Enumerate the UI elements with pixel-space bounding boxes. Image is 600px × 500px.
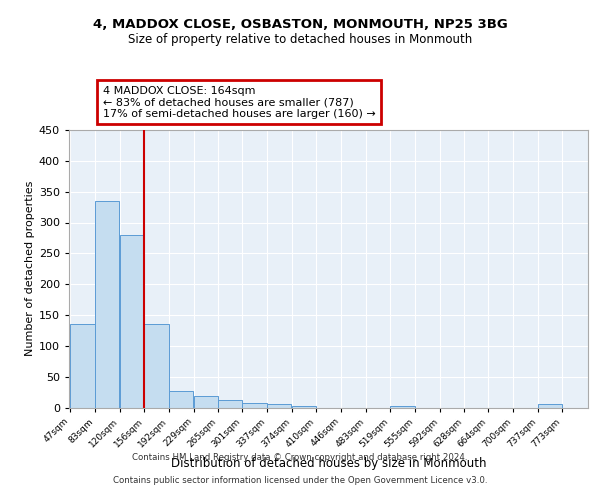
Bar xyxy=(70,324,95,407)
Text: Size of property relative to detached houses in Monmouth: Size of property relative to detached ho… xyxy=(128,32,472,46)
Bar xyxy=(538,404,562,407)
Text: Contains HM Land Registry data © Crown copyright and database right 2024.: Contains HM Land Registry data © Crown c… xyxy=(132,454,468,462)
Bar xyxy=(218,400,242,407)
Bar xyxy=(390,406,415,407)
Bar xyxy=(169,391,193,407)
Bar xyxy=(292,406,316,407)
Bar xyxy=(120,235,144,408)
Y-axis label: Number of detached properties: Number of detached properties xyxy=(25,181,35,356)
Bar xyxy=(242,402,267,407)
X-axis label: Distribution of detached houses by size in Monmouth: Distribution of detached houses by size … xyxy=(171,457,486,470)
Bar xyxy=(144,324,169,407)
Text: 4 MADDOX CLOSE: 164sqm
← 83% of detached houses are smaller (787)
17% of semi-de: 4 MADDOX CLOSE: 164sqm ← 83% of detached… xyxy=(103,86,376,119)
Bar xyxy=(95,201,119,408)
Text: Contains public sector information licensed under the Open Government Licence v3: Contains public sector information licen… xyxy=(113,476,487,485)
Bar xyxy=(267,404,291,407)
Bar xyxy=(194,396,218,407)
Text: 4, MADDOX CLOSE, OSBASTON, MONMOUTH, NP25 3BG: 4, MADDOX CLOSE, OSBASTON, MONMOUTH, NP2… xyxy=(92,18,508,30)
